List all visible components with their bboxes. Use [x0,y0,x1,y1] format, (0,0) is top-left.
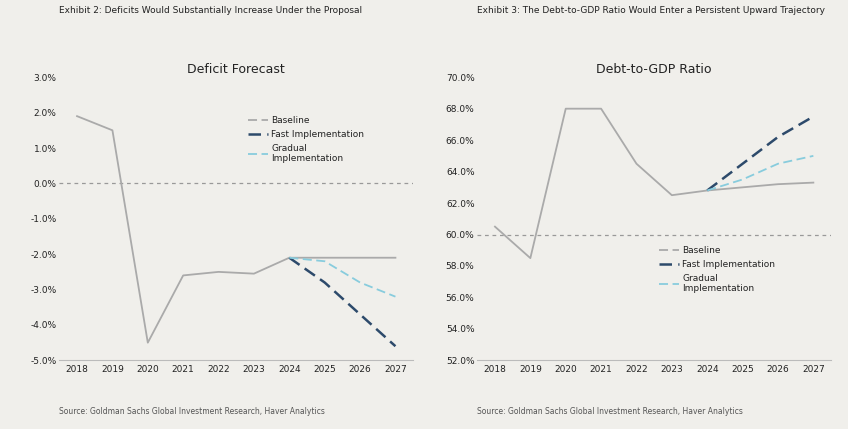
Text: Source: Goldman Sachs Global Investment Research, Haver Analytics: Source: Goldman Sachs Global Investment … [59,407,326,416]
Text: Exhibit 3: The Debt-to-GDP Ratio Would Enter a Persistent Upward Trajectory: Exhibit 3: The Debt-to-GDP Ratio Would E… [477,6,825,15]
Legend: Baseline, Fast Implementation, Gradual
Implementation: Baseline, Fast Implementation, Gradual I… [659,246,775,293]
Title: Debt-to-GDP Ratio: Debt-to-GDP Ratio [596,63,712,76]
Text: Source: Goldman Sachs Global Investment Research, Haver Analytics: Source: Goldman Sachs Global Investment … [477,407,743,416]
Legend: Baseline, Fast Implementation, Gradual
Implementation: Baseline, Fast Implementation, Gradual I… [248,116,365,163]
Text: Exhibit 2: Deficits Would Substantially Increase Under the Proposal: Exhibit 2: Deficits Would Substantially … [59,6,362,15]
Title: Deficit Forecast: Deficit Forecast [187,63,285,76]
